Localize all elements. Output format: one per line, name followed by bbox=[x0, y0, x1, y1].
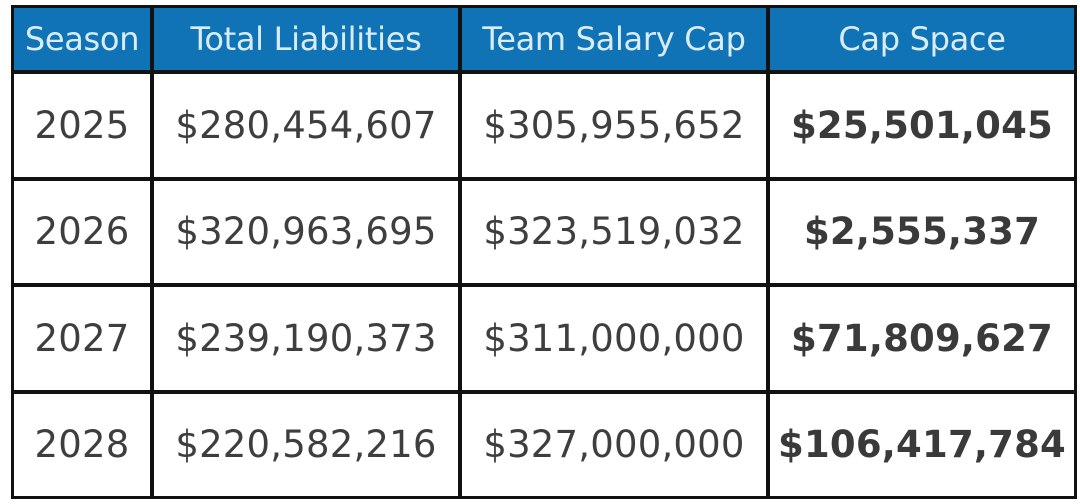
team-salary-cap-cell: $305,955,652 bbox=[462, 74, 766, 177]
total-liabilities-cell: $280,454,607 bbox=[154, 74, 458, 177]
season-cell: 2025 bbox=[14, 74, 150, 177]
table-header-row: Season Total Liabilities Team Salary Cap… bbox=[14, 8, 1074, 70]
season-cell: 2027 bbox=[14, 287, 150, 390]
total-liabilities-cell: $239,190,373 bbox=[154, 287, 458, 390]
team-salary-cap-cell: $323,519,032 bbox=[462, 180, 766, 283]
header-season: Season bbox=[14, 8, 150, 70]
header-team-salary-cap: Team Salary Cap bbox=[462, 8, 766, 70]
table-row: 2026 $320,963,695 $323,519,032 $2,555,33… bbox=[14, 180, 1074, 283]
table-row: 2025 $280,454,607 $305,955,652 $25,501,0… bbox=[14, 74, 1074, 177]
season-cell: 2028 bbox=[14, 393, 150, 496]
cap-space-cell: $71,809,627 bbox=[770, 287, 1074, 390]
total-liabilities-cell: $320,963,695 bbox=[154, 180, 458, 283]
season-cell: 2026 bbox=[14, 180, 150, 283]
team-salary-cap-cell: $311,000,000 bbox=[462, 287, 766, 390]
cap-space-table-container: Season Total Liabilities Team Salary Cap… bbox=[11, 5, 1077, 499]
header-cap-space: Cap Space bbox=[770, 8, 1074, 70]
team-salary-cap-cell: $327,000,000 bbox=[462, 393, 766, 496]
cap-space-cell: $2,555,337 bbox=[770, 180, 1074, 283]
table-row: 2027 $239,190,373 $311,000,000 $71,809,6… bbox=[14, 287, 1074, 390]
table-row: 2028 $220,582,216 $327,000,000 $106,417,… bbox=[14, 393, 1074, 496]
cap-space-cell: $25,501,045 bbox=[770, 74, 1074, 177]
header-total-liabilities: Total Liabilities bbox=[154, 8, 458, 70]
cap-space-cell: $106,417,784 bbox=[770, 393, 1074, 496]
cap-space-table: Season Total Liabilities Team Salary Cap… bbox=[10, 4, 1078, 500]
total-liabilities-cell: $220,582,216 bbox=[154, 393, 458, 496]
